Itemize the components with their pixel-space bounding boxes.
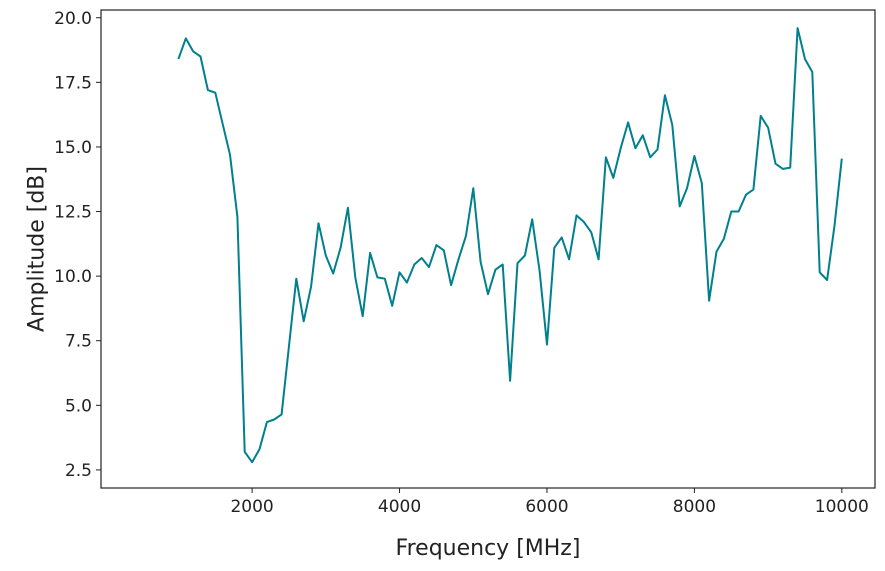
y-tick-label: 12.5 [54,203,92,223]
y-tick-label: 7.5 [65,332,92,352]
plot-area-frame [100,9,876,489]
y-axis-ticks: 2.5 5.0 7.5 10.0 12.5 15.0 17.5 20.0 [54,9,101,481]
x-tick-label: 2000 [230,497,273,517]
series-layer [177,27,843,464]
x-axis-title: Frequency [MHz] [396,536,581,561]
x-tick-label: 10000 [815,497,869,517]
y-tick-label: 15.0 [54,138,92,158]
x-tick-label: 8000 [673,497,716,517]
x-tick-label: 4000 [378,497,421,517]
y-tick-label: 10.0 [54,267,92,287]
x-axis-ticks: 2000 4000 6000 8000 10000 [230,488,869,517]
series-line [177,27,843,464]
y-axis-title: Amplitude [dB] [25,166,50,332]
y-tick-label: 20.0 [54,9,92,29]
y-tick-label: 2.5 [65,461,92,481]
y-tick-label: 17.5 [54,73,92,93]
x-tick-label: 6000 [525,497,568,517]
y-tick-label: 5.0 [65,396,92,416]
